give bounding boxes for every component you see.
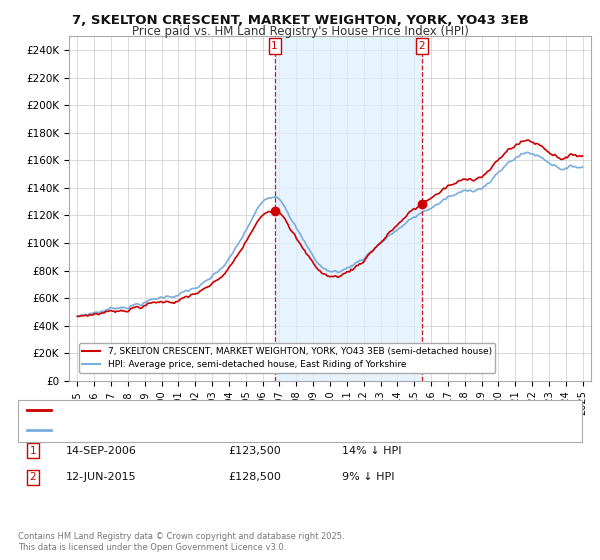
Text: 1: 1: [29, 446, 37, 456]
Legend: 7, SKELTON CRESCENT, MARKET WEIGHTON, YORK, YO43 3EB (semi-detached house), HPI:: 7, SKELTON CRESCENT, MARKET WEIGHTON, YO…: [79, 343, 496, 373]
Text: Contains HM Land Registry data © Crown copyright and database right 2025.
This d: Contains HM Land Registry data © Crown c…: [18, 532, 344, 552]
Text: 2: 2: [29, 472, 37, 482]
Text: Price paid vs. HM Land Registry's House Price Index (HPI): Price paid vs. HM Land Registry's House …: [131, 25, 469, 38]
Text: 1: 1: [271, 41, 278, 51]
Text: 9% ↓ HPI: 9% ↓ HPI: [342, 472, 395, 482]
Text: 14% ↓ HPI: 14% ↓ HPI: [342, 446, 401, 456]
Text: £123,500: £123,500: [228, 446, 281, 456]
Text: £128,500: £128,500: [228, 472, 281, 482]
Bar: [275, 36, 422, 381]
Text: 7, SKELTON CRESCENT, MARKET WEIGHTON, YORK, YO43 3EB (semi-detached house): 7, SKELTON CRESCENT, MARKET WEIGHTON, YO…: [57, 406, 441, 415]
Text: 12-JUN-2015: 12-JUN-2015: [66, 472, 137, 482]
Text: 14-SEP-2006: 14-SEP-2006: [66, 446, 137, 456]
Text: 2: 2: [418, 41, 425, 51]
Text: HPI: Average price, semi-detached house, East Riding of Yorkshire: HPI: Average price, semi-detached house,…: [57, 425, 355, 434]
Text: 7, SKELTON CRESCENT, MARKET WEIGHTON, YORK, YO43 3EB: 7, SKELTON CRESCENT, MARKET WEIGHTON, YO…: [71, 14, 529, 27]
